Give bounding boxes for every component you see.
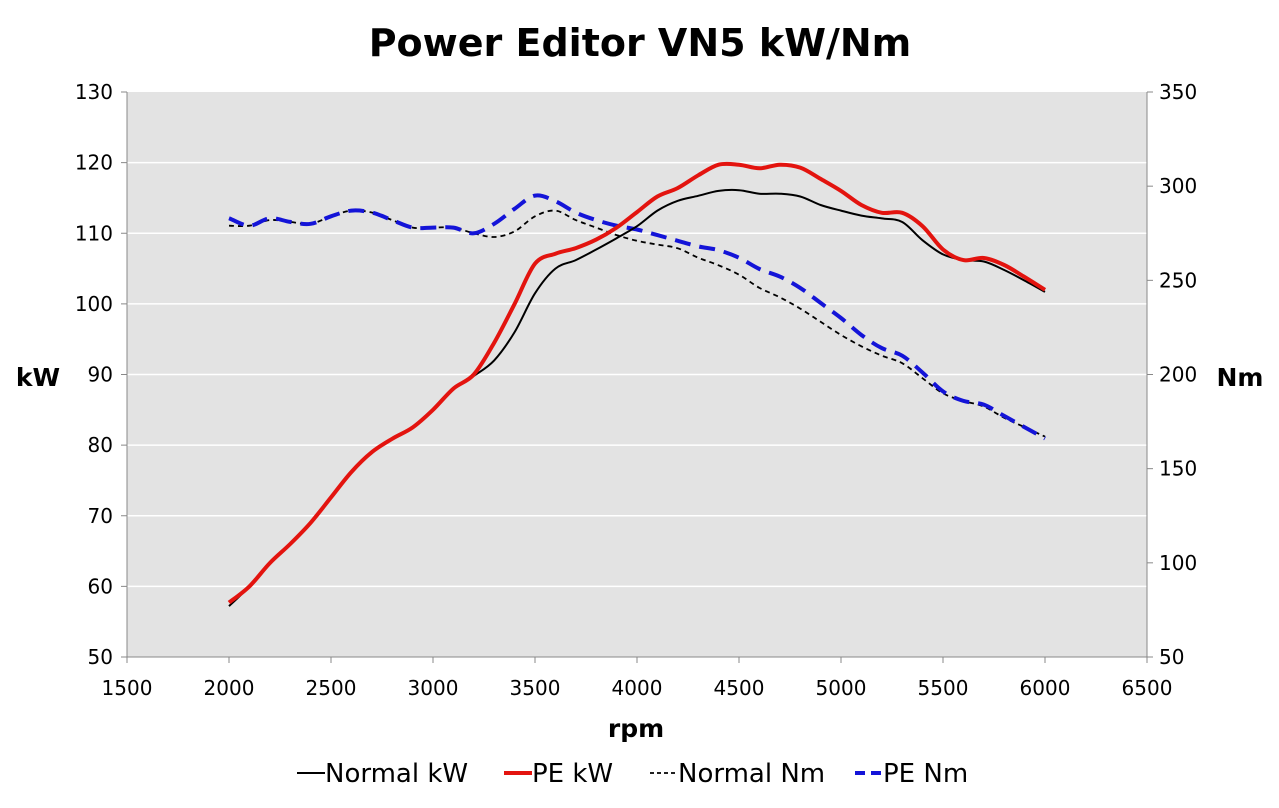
x-tick-label: 4500	[714, 676, 765, 700]
axes	[121, 91, 1153, 663]
x-tick-label: 5000	[816, 676, 867, 700]
y-left-tick-label: 70	[88, 504, 113, 528]
legend-label: PE Nm	[883, 759, 968, 789]
series-lines	[227, 161, 1047, 607]
y-right-tick-label: 350	[1159, 80, 1197, 104]
x-axis-title: rpm	[608, 714, 664, 743]
x-tick-label: 6500	[1122, 676, 1173, 700]
x-tick-label: 1500	[102, 676, 153, 700]
series-line-pe-nm	[228, 193, 1046, 441]
chart-title: Power Editor VN5 kW/Nm	[369, 21, 912, 65]
y-right-tick-label: 300	[1159, 174, 1197, 198]
legend-label: Normal Nm	[678, 759, 825, 789]
series-line-pe-kw	[227, 161, 1047, 605]
y-left-tick-label: 110	[75, 221, 113, 245]
y-left-tick-label: 50	[88, 645, 113, 669]
x-tick-label: 3000	[408, 676, 459, 700]
legend-label: PE kW	[532, 759, 613, 789]
y-left-tick-label: 90	[88, 363, 113, 387]
y-left-tick-label: 80	[88, 433, 113, 457]
y-left-tick-label: 130	[75, 80, 113, 104]
legend: Normal kW PE kW Normal Nm PE Nm	[297, 759, 968, 789]
x-tick-label: 6000	[1020, 676, 1071, 700]
y-axis-right-title: Nm	[1217, 363, 1264, 392]
x-tick-label: 2500	[306, 676, 357, 700]
y-right-tick-label: 200	[1159, 363, 1197, 387]
x-tick-label: 3500	[510, 676, 561, 700]
x-tick-label: 2000	[204, 676, 255, 700]
tick-labels: 50 60 70 80 90 100 110 120 130 50 100 150 200 250 300 3…	[75, 80, 1197, 700]
x-tick-label: 5500	[918, 676, 969, 700]
y-axis-left-title: kW	[16, 363, 60, 392]
y-right-tick-label: 250	[1159, 268, 1197, 292]
y-left-tick-label: 120	[75, 151, 113, 175]
legend-label: Normal kW	[325, 759, 468, 789]
y-right-tick-label: 100	[1159, 551, 1197, 575]
y-left-tick-label: 100	[75, 292, 113, 316]
y-right-tick-label: 50	[1159, 645, 1184, 669]
gridlines	[127, 161, 1147, 588]
y-right-tick-label: 150	[1159, 457, 1197, 481]
x-tick-label: 4000	[612, 676, 663, 700]
series-line-normal-nm	[228, 209, 1046, 438]
y-left-tick-label: 60	[88, 574, 113, 598]
